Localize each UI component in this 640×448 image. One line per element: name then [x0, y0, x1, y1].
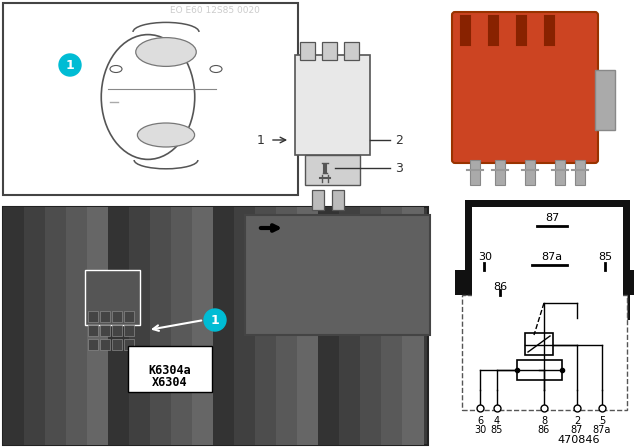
Bar: [462, 295, 627, 410]
Bar: [108, 207, 130, 445]
Bar: [575, 160, 585, 185]
Bar: [124, 311, 134, 322]
Bar: [517, 360, 562, 380]
Bar: [112, 325, 122, 336]
Bar: [622, 270, 634, 295]
Ellipse shape: [101, 34, 195, 159]
Text: 86: 86: [538, 425, 550, 435]
Bar: [100, 325, 110, 336]
Bar: [276, 207, 298, 445]
Bar: [255, 207, 277, 445]
Bar: [525, 333, 553, 355]
Bar: [234, 207, 256, 445]
Bar: [112, 311, 122, 322]
Bar: [88, 325, 98, 336]
Text: 85: 85: [491, 425, 503, 435]
Bar: [344, 42, 359, 60]
Bar: [3, 207, 25, 445]
Bar: [465, 200, 630, 320]
Bar: [88, 311, 98, 322]
Bar: [87, 207, 109, 445]
Bar: [295, 55, 370, 155]
Bar: [171, 207, 193, 445]
Bar: [245, 215, 430, 335]
Circle shape: [59, 54, 81, 76]
Bar: [318, 207, 340, 445]
Bar: [297, 207, 319, 445]
Text: K6304a: K6304a: [148, 363, 191, 376]
Text: 1: 1: [66, 59, 74, 72]
FancyBboxPatch shape: [128, 346, 212, 392]
Text: 85: 85: [598, 252, 612, 262]
Bar: [495, 160, 505, 185]
Bar: [472, 207, 623, 313]
Text: 1: 1: [257, 134, 265, 146]
Bar: [322, 42, 337, 60]
Bar: [312, 190, 324, 210]
Text: 2: 2: [395, 134, 403, 146]
Bar: [3, 207, 428, 445]
Bar: [555, 160, 565, 185]
Text: 4: 4: [494, 416, 500, 426]
Text: 87: 87: [571, 425, 583, 435]
Bar: [112, 339, 122, 350]
Text: 30: 30: [478, 252, 492, 262]
Text: 2: 2: [574, 416, 580, 426]
Bar: [455, 270, 465, 295]
Bar: [470, 160, 480, 185]
Bar: [100, 339, 110, 350]
Bar: [150, 207, 172, 445]
Text: 87: 87: [545, 213, 559, 223]
Bar: [100, 311, 110, 322]
Bar: [381, 207, 403, 445]
Text: 6: 6: [477, 416, 483, 426]
Bar: [124, 339, 134, 350]
Text: 3: 3: [395, 161, 403, 175]
Text: EO E60 12S85 0020: EO E60 12S85 0020: [170, 5, 260, 14]
Bar: [24, 207, 46, 445]
Circle shape: [204, 309, 226, 331]
Text: 87a: 87a: [593, 425, 611, 435]
Bar: [305, 155, 360, 185]
Bar: [3, 3, 298, 195]
Bar: [525, 160, 535, 185]
Bar: [300, 42, 315, 60]
Text: 1: 1: [211, 314, 220, 327]
Bar: [192, 207, 214, 445]
Bar: [45, 207, 67, 445]
Bar: [66, 207, 88, 445]
Text: 86: 86: [493, 282, 507, 292]
Bar: [85, 270, 140, 325]
Ellipse shape: [110, 65, 122, 73]
Bar: [88, 339, 98, 350]
Text: 5: 5: [599, 416, 605, 426]
Text: 470846: 470846: [557, 435, 600, 445]
Bar: [124, 325, 134, 336]
Bar: [332, 190, 344, 210]
Ellipse shape: [136, 38, 196, 66]
Ellipse shape: [210, 65, 222, 73]
Text: 87a: 87a: [541, 252, 563, 262]
FancyBboxPatch shape: [452, 12, 598, 163]
Text: 30: 30: [474, 425, 486, 435]
Bar: [595, 70, 615, 130]
Bar: [339, 207, 361, 445]
Bar: [402, 207, 424, 445]
Text: X6304: X6304: [152, 375, 188, 388]
Ellipse shape: [138, 123, 195, 147]
Bar: [129, 207, 151, 445]
Bar: [213, 207, 235, 445]
Bar: [360, 207, 382, 445]
Text: 8: 8: [541, 416, 547, 426]
